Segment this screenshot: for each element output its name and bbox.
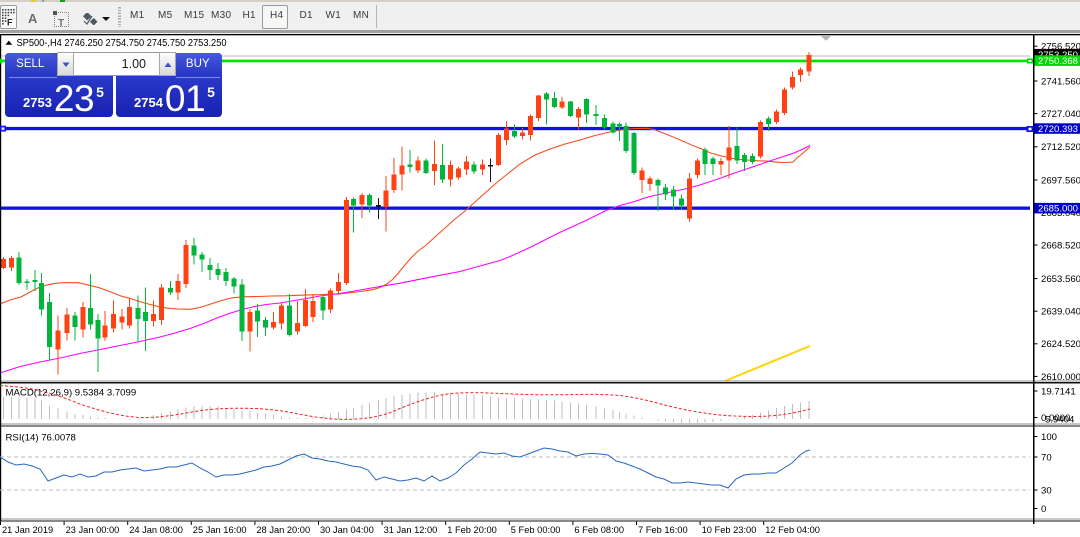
svg-text:30: 30	[1041, 485, 1052, 496]
svg-text:2727.040: 2727.040	[1041, 109, 1080, 120]
svg-text:5 Feb 00:00: 5 Feb 00:00	[511, 525, 561, 535]
svg-text:100: 100	[1041, 432, 1057, 443]
svg-text:6 Feb 08:00: 6 Feb 08:00	[574, 525, 624, 535]
svg-text:2750.368: 2750.368	[1038, 56, 1078, 67]
svg-text:12 Feb 04:00: 12 Feb 04:00	[765, 525, 820, 535]
svg-text:23 Jan 00:00: 23 Jan 00:00	[66, 525, 120, 535]
svg-text:31 Jan 12:00: 31 Jan 12:00	[384, 525, 438, 535]
svg-text:2741.560: 2741.560	[1041, 76, 1080, 87]
svg-text:25 Jan 16:00: 25 Jan 16:00	[193, 525, 247, 535]
svg-text:7 Feb 16:00: 7 Feb 16:00	[638, 525, 688, 535]
svg-text:2712.520: 2712.520	[1041, 142, 1080, 153]
svg-text:SP500-,H4 2746.250 2754.750 2: SP500-,H4 2746.250 2754.750 2745.750 275…	[17, 38, 228, 49]
svg-text:2610.000: 2610.000	[1041, 372, 1080, 383]
svg-text:2756.520: 2756.520	[1041, 42, 1080, 53]
svg-text:2668.520: 2668.520	[1041, 240, 1080, 251]
svg-text:2685.000: 2685.000	[1038, 203, 1078, 214]
svg-text:1 Feb 20:00: 1 Feb 20:00	[447, 525, 497, 535]
svg-text:MACD(12,26,9) 9.5384 3.7099: MACD(12,26,9) 9.5384 3.7099	[6, 387, 137, 398]
svg-text:F: F	[7, 17, 13, 27]
svg-text:2653.560: 2653.560	[1041, 274, 1080, 285]
svg-text:19.7141: 19.7141	[1041, 386, 1076, 397]
svg-text:5.9404: 5.9404	[1045, 414, 1075, 425]
svg-text:28 Jan 20:00: 28 Jan 20:00	[256, 525, 310, 535]
svg-text:2697.560: 2697.560	[1041, 175, 1080, 186]
svg-text:0: 0	[1041, 504, 1046, 515]
svg-text:21 Jan 2019: 21 Jan 2019	[2, 525, 53, 535]
svg-text:24 Jan 08:00: 24 Jan 08:00	[129, 525, 183, 535]
svg-text:2639.040: 2639.040	[1041, 307, 1080, 318]
svg-text:2720.393: 2720.393	[1038, 124, 1078, 135]
svg-text:0.0000: 0.0000	[1041, 413, 1070, 424]
svg-text:RSI(14) 76.0078: RSI(14) 76.0078	[6, 432, 76, 443]
svg-text:10 Feb 23:00: 10 Feb 23:00	[702, 525, 757, 535]
svg-text:30 Jan 04:00: 30 Jan 04:00	[320, 525, 374, 535]
svg-text:2683.040: 2683.040	[1041, 208, 1080, 219]
svg-text:70: 70	[1041, 452, 1052, 463]
svg-text:2624.520: 2624.520	[1041, 339, 1080, 350]
